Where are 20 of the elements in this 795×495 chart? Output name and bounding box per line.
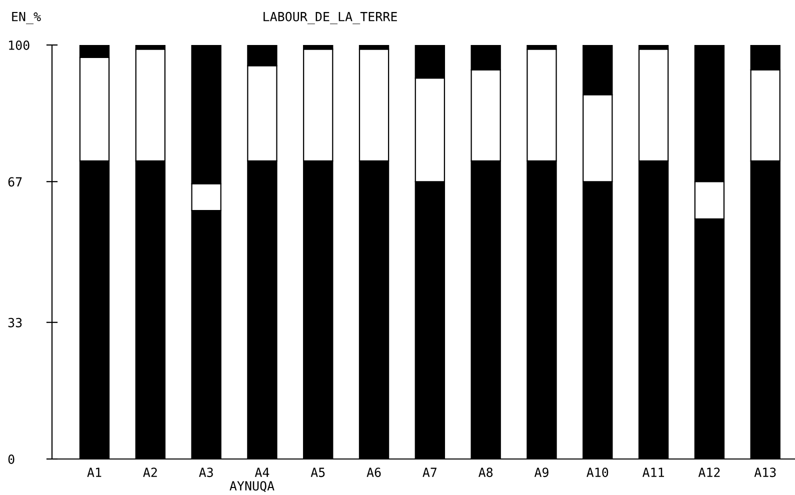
y-tick-label: 100 xyxy=(9,40,30,50)
x-tick-label: A11 xyxy=(642,468,664,477)
x-tick-label: A1 xyxy=(87,468,102,477)
x-tick-label: A9 xyxy=(534,468,548,478)
x-tick-label: A2 xyxy=(143,468,157,477)
x-tick-label: A5 xyxy=(310,468,325,478)
y-tick-label: 33 xyxy=(8,318,22,328)
x-tick-label: A3 xyxy=(199,468,213,478)
y-tick-label: 67 xyxy=(8,177,22,187)
x-tick-label: A12 xyxy=(698,468,720,477)
y-tick-label: 0 xyxy=(8,454,14,464)
x-tick-label: A8 xyxy=(478,468,493,478)
x-tick-label: A4 xyxy=(254,468,270,477)
chart-title: LABOUR_DE_LA_TERRE xyxy=(264,12,397,24)
x-tick-label: A13 xyxy=(754,468,776,478)
x-axis-title: AYNUQA xyxy=(230,481,274,492)
x-tick-label: A10 xyxy=(586,468,608,478)
y-axis-title: EN_% xyxy=(12,12,41,24)
x-tick-label: A7 xyxy=(422,468,437,477)
x-tick-label: A6 xyxy=(366,468,381,478)
